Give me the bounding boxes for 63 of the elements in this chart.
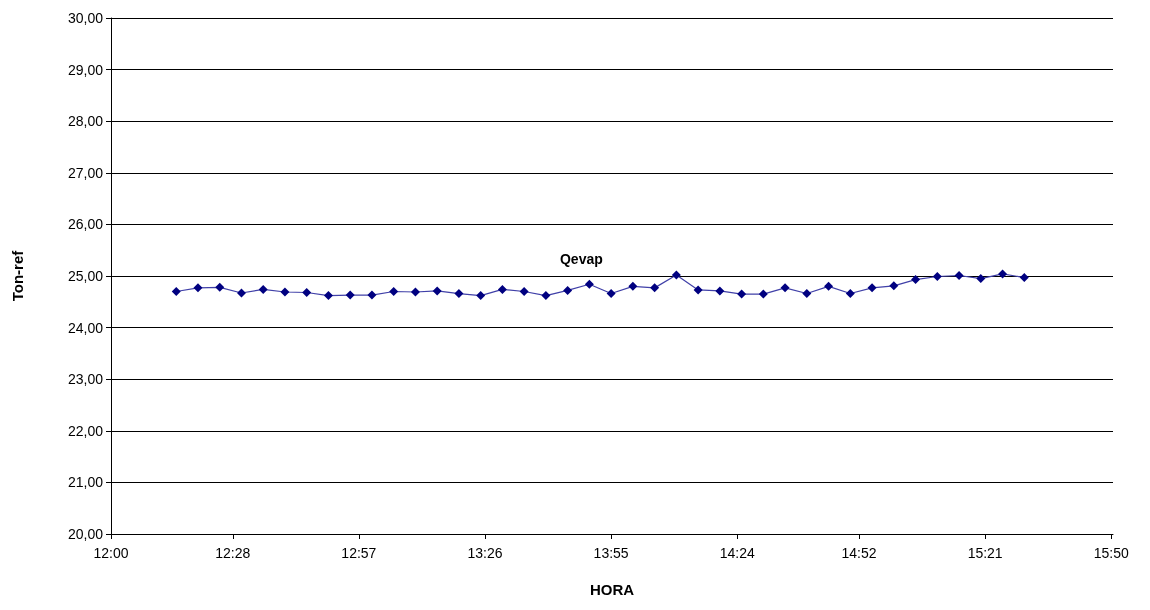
point — [976, 274, 986, 284]
point — [606, 289, 616, 299]
point — [802, 289, 812, 299]
point — [193, 283, 203, 293]
y-tick-label: 30,00 — [67, 10, 104, 26]
point — [497, 284, 507, 294]
y-tick-label: 21,00 — [67, 474, 104, 491]
point — [650, 283, 660, 293]
point — [693, 285, 703, 295]
point — [998, 269, 1008, 279]
series-label: Qevap — [559, 250, 603, 267]
point — [628, 281, 638, 291]
x-tick-label: 12:28 — [215, 545, 251, 561]
point — [780, 283, 790, 293]
y-tick-label: 22,00 — [67, 422, 104, 439]
x-tick-label: 12:57 — [341, 545, 377, 561]
x-tick-label: 13:26 — [467, 545, 503, 561]
point — [302, 288, 312, 298]
point — [932, 272, 942, 282]
point — [584, 279, 594, 289]
x-tick-label: 12:00 — [93, 545, 129, 561]
point — [432, 286, 442, 296]
point — [889, 281, 899, 291]
point — [737, 289, 747, 299]
point — [954, 270, 964, 280]
point — [867, 283, 877, 293]
point — [345, 290, 355, 300]
point — [715, 286, 725, 296]
x-tick-label: 14:24 — [719, 545, 755, 561]
point — [410, 287, 420, 297]
point — [671, 270, 681, 280]
y-tick-label: 27,00 — [67, 164, 104, 181]
point — [758, 289, 768, 299]
y-tick-label: 29,00 — [67, 61, 104, 78]
y-tick-label: 20,00 — [67, 526, 104, 542]
y-tick-label: 28,00 — [67, 113, 104, 130]
point — [367, 290, 377, 300]
y-axis-title: Ton-ref — [9, 249, 26, 302]
point — [476, 291, 486, 301]
point — [171, 286, 181, 296]
point — [541, 291, 551, 301]
point — [258, 284, 268, 294]
y-tick-label: 26,00 — [67, 216, 104, 233]
x-tick-label: 15:21 — [967, 545, 1003, 561]
y-tick-label: 25,00 — [67, 268, 104, 284]
point — [215, 282, 225, 292]
point — [323, 291, 333, 301]
point — [824, 281, 834, 291]
point — [389, 286, 399, 296]
point — [519, 286, 529, 296]
point — [280, 287, 290, 297]
point — [845, 289, 855, 299]
y-tick-label: 24,00 — [67, 319, 104, 336]
point — [563, 285, 573, 295]
point — [1019, 273, 1029, 283]
x-axis-title: HORA — [589, 581, 635, 598]
x-tick-label: 14:52 — [841, 545, 877, 561]
y-tick-label: 23,00 — [67, 371, 104, 388]
point — [236, 288, 246, 298]
point — [454, 289, 464, 299]
point — [911, 275, 921, 285]
x-tick-label: 13:55 — [593, 545, 629, 561]
x-tick-label: 15:50 — [1093, 545, 1129, 561]
